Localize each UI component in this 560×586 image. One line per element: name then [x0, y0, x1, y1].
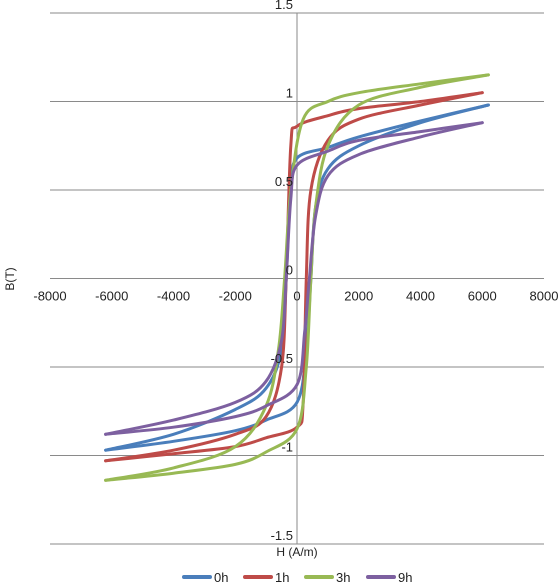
y-tick-label: -0.5: [271, 351, 293, 366]
series-line-3h-ascending: [104, 73, 490, 482]
legend-label: 0h: [214, 570, 228, 585]
y-tick-label: 0: [286, 263, 293, 278]
y-tick-label: 0.5: [275, 174, 293, 189]
x-tick-label: 2000: [344, 289, 373, 304]
x-tick-label: -8000: [33, 289, 66, 304]
y-axis-title: B(T): [3, 267, 17, 290]
tick-labels: -8000 -6000 -4000 -2000 0 2000 4000 6000 8000 -1.…: [33, 0, 558, 543]
x-tick-label: 6000: [468, 289, 497, 304]
legend-item-0h: 0h: [182, 570, 228, 585]
legend-item-1h: 1h: [243, 570, 289, 585]
series-line-9h-descending: [104, 121, 484, 436]
y-tick-label: 1: [286, 86, 293, 101]
legend-item-9h: 9h: [366, 570, 412, 585]
axes: [50, 13, 544, 544]
x-tick-label: -4000: [157, 289, 190, 304]
x-tick-label: 8000: [530, 289, 559, 304]
legend: 0h 1h 3h 9h: [182, 570, 412, 585]
y-tick-label: -1: [281, 440, 293, 455]
x-tick-label: -2000: [219, 289, 252, 304]
series-9h: [104, 121, 484, 436]
y-tick-label: 1.5: [275, 0, 293, 12]
legend-label: 1h: [275, 570, 289, 585]
series-line-9h-ascending: [104, 121, 484, 436]
x-tick-label: 0: [293, 289, 300, 304]
y-tick-label: -1.5: [271, 528, 293, 543]
legend-label: 9h: [398, 570, 412, 585]
x-tick-label: 4000: [406, 289, 435, 304]
x-tick-label: -6000: [95, 289, 128, 304]
legend-item-3h: 3h: [304, 570, 350, 585]
x-axis-title: H (A/m): [276, 545, 317, 559]
legend-label: 3h: [336, 570, 350, 585]
series-layer: [104, 73, 490, 482]
